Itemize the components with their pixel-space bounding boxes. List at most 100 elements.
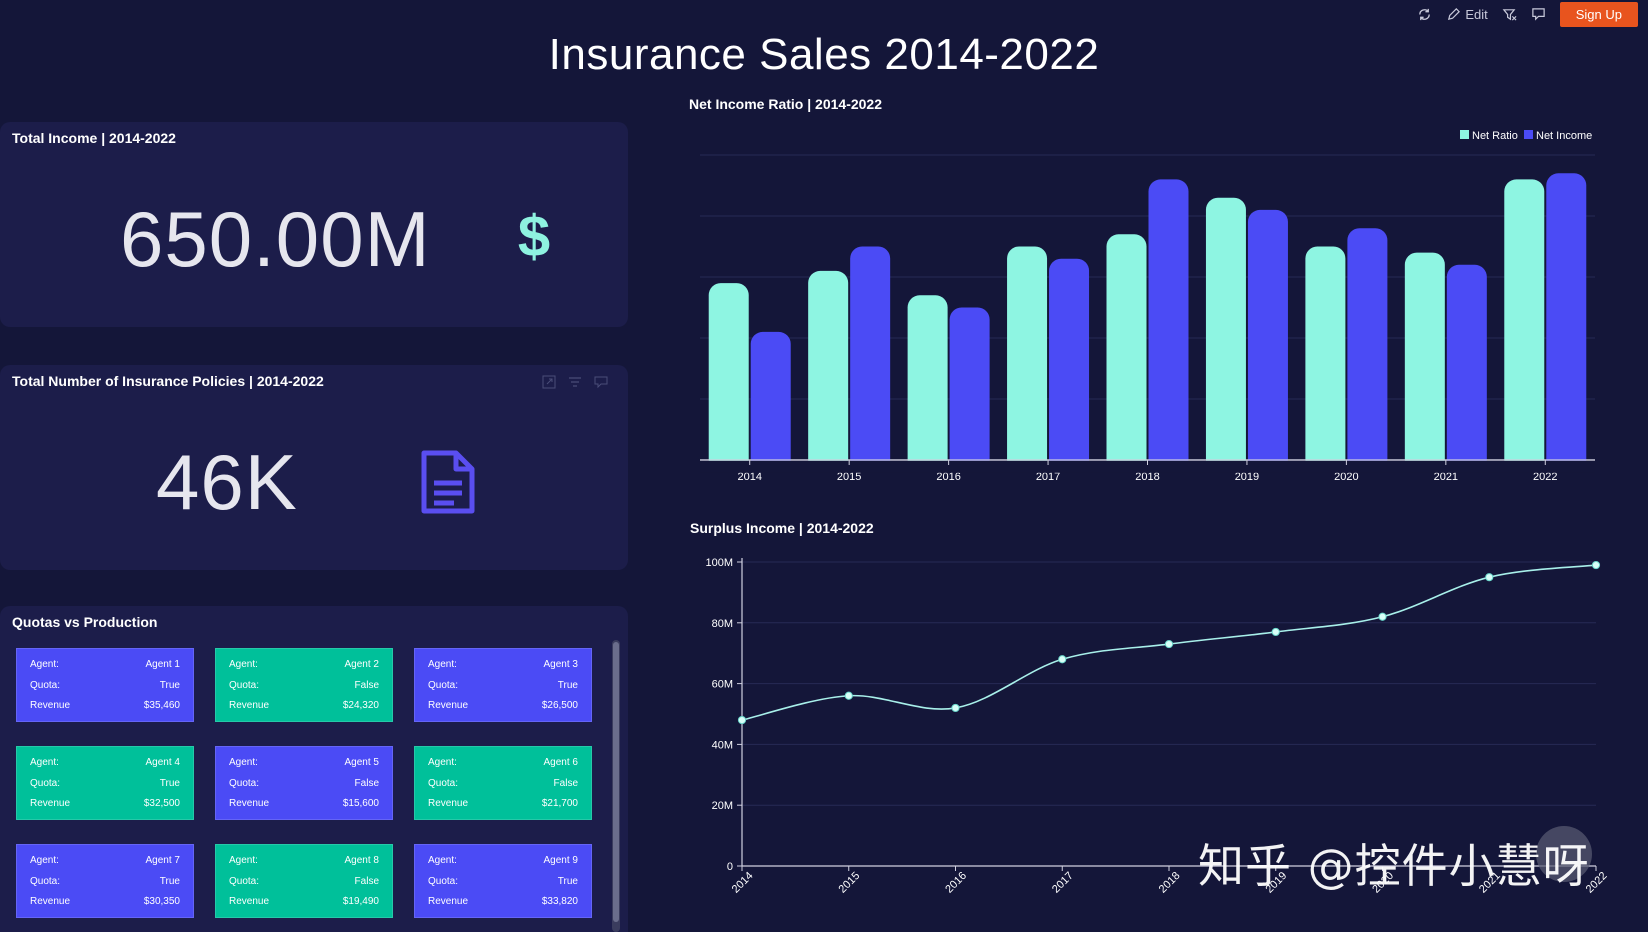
agent-revenue-row: Revenue $33,820 [428,896,578,907]
comment-icon[interactable] [594,375,608,389]
agent-card[interactable]: Agent: Agent 9 Quota: True Revenue $33,820 [414,844,592,918]
x-tick-label: 2022 [1533,471,1557,483]
scrollbar[interactable] [612,640,620,932]
agent-quota-row: Quota: True [428,680,578,691]
agent-card[interactable]: Agent: Agent 7 Quota: True Revenue $30,350 [16,844,194,918]
agent-quota-row: Quota: False [229,778,379,789]
agent-card[interactable]: Agent: Agent 1 Quota: True Revenue $35,460 [16,648,194,722]
document-icon [421,450,475,514]
agent-card[interactable]: Agent: Agent 8 Quota: False Revenue $19,490 [215,844,393,918]
agent-revenue-row: Revenue $19,490 [229,896,379,907]
comment-button[interactable] [1531,7,1546,22]
agent-revenue-row: Revenue $15,600 [229,798,379,809]
agent-quota-value: False [553,777,578,789]
agent-card[interactable]: Agent: Agent 6 Quota: False Revenue $21,700 [414,746,592,820]
scroll-thumb[interactable] [613,642,619,922]
agent-revenue-row: Revenue $35,460 [30,700,180,711]
bar-chart-title: Net Income Ratio | 2014-2022 [689,96,882,112]
expand-icon[interactable] [542,375,556,389]
agent-revenue-label: Revenue [428,798,469,809]
clear-filter-button[interactable] [1502,7,1517,22]
agent-agent-label: Agent: [30,757,59,768]
data-point [1164,639,1174,649]
watermark-badge [1536,826,1592,882]
agent-grid: Agent: Agent 1 Quota: True Revenue $35,460 Age… [16,648,592,918]
signup-button[interactable]: Sign Up [1559,1,1638,27]
agent-revenue-value: $19,490 [342,896,379,907]
agent-quota-row: Quota: True [30,876,180,887]
x-tick-label: 2015 [837,471,861,483]
agent-quota-row: Quota: False [229,680,379,691]
agent-quota-value: True [159,679,180,691]
svg-text:$: $ [518,208,550,264]
data-point [1591,560,1601,570]
x-tick-label: 2017 [1036,471,1060,483]
agent-quota-label: Quota: [428,875,459,887]
comment-icon [1532,7,1545,21]
edit-button[interactable]: Edit [1446,6,1488,22]
agent-quota-row: Quota: False [428,778,578,789]
agent-revenue-label: Revenue [229,798,270,809]
refresh-icon [1419,8,1431,20]
agent-revenue-row: Revenue $32,500 [30,798,180,809]
edit-label: Edit [1465,6,1488,22]
agent-quota-value: True [159,777,180,789]
total-policies-card: Total Number of Insurance Policies | 201… [0,365,628,570]
agent-revenue-value: $33,820 [541,896,578,907]
total-policies-value: 46K [156,438,298,526]
agent-agent-value: Agent 6 [543,757,578,768]
x-tick-label: 2016 [936,471,960,483]
agent-revenue-value: $32,500 [143,798,180,809]
data-point [1378,612,1387,621]
watermark: 知乎 @控件小慧呀 [1198,839,1590,893]
agent-quota-value: False [354,777,379,789]
agent-quota-label: Quota: [229,679,260,691]
agent-revenue-value: $35,460 [143,700,180,711]
data-point [737,715,747,725]
agent-revenue-value: $24,320 [342,700,379,711]
pencil-icon [1448,7,1461,20]
agent-agent-row: Agent: Agent 3 [428,659,578,670]
x-tick-label: 2016 [943,870,969,896]
agent-agent-value: Agent 2 [344,659,379,670]
page-title: Insurance Sales 2014-2022 [548,30,1100,79]
bar [1106,234,1147,472]
total-income-card: Total Income | 2014-2022 650.00M $ [0,122,628,327]
agent-card[interactable]: Agent: Agent 5 Quota: False Revenue $15,600 [215,746,393,820]
card-actions [542,375,608,389]
y-tick-label: 40M [712,739,733,751]
agent-quota-label: Quota: [229,875,260,887]
y-tick-label: 80M [712,618,733,630]
agent-revenue-label: Revenue [428,700,469,711]
y-tick-label: 60M [712,679,733,691]
agent-agent-value: Agent 7 [145,855,180,866]
agent-agent-value: Agent 3 [543,659,578,670]
agent-card[interactable]: Agent: Agent 3 Quota: True Revenue $26,500 [414,648,592,722]
bar [750,331,791,472]
agent-quota-label: Quota: [30,777,61,789]
agent-agent-row: Agent: Agent 8 [229,855,379,866]
filter-off-icon [1502,8,1517,21]
x-tick-label: 2021 [1434,471,1458,483]
dollar-icon: $ [518,208,550,264]
agent-agent-label: Agent: [229,659,258,670]
agent-card[interactable]: Agent: Agent 2 Quota: False Revenue $24,320 [215,648,393,722]
data-point [1271,627,1280,637]
agent-quota-row: Quota: False [229,876,379,887]
agent-revenue-label: Revenue [30,700,71,711]
agent-card[interactable]: Agent: Agent 4 Quota: True Revenue $32,500 [16,746,194,820]
refresh-button[interactable] [1417,7,1432,22]
bar [1404,252,1445,472]
filter-icon[interactable] [568,375,582,389]
agent-quota-label: Quota: [30,679,61,691]
agent-quota-row: Quota: True [30,778,180,789]
agent-quota-value: False [354,679,379,691]
agent-quota-label: Quota: [229,777,260,789]
agent-revenue-label: Revenue [30,798,71,809]
bar [1446,264,1487,472]
data-point [1058,655,1067,664]
agent-quota-value: True [557,875,578,887]
x-tick-label: 2015 [837,870,863,896]
agent-revenue-label: Revenue [229,896,270,907]
